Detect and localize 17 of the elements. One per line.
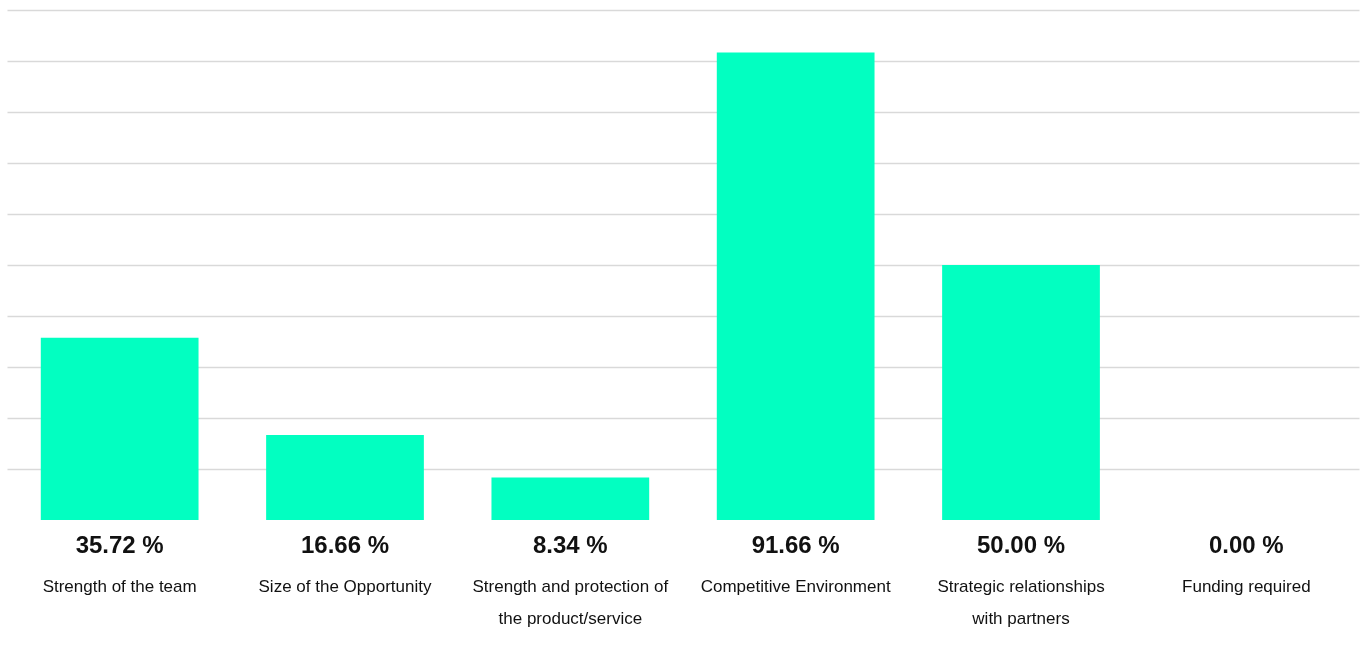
data-label: 35.72 % [75, 531, 164, 558]
data-label: 0.00 % [1208, 531, 1284, 558]
x-tick-label: Strength and protection of the product/service [472, 576, 669, 628]
data-label: 91.66 % [751, 531, 840, 558]
bar [716, 52, 875, 520]
data-label: 8.34 % [532, 531, 608, 558]
bar [40, 337, 199, 520]
data-label: 50.00 % [976, 531, 1066, 558]
x-tick-label: Strength of the team [42, 576, 197, 596]
x-tick-label: Competitive Environment [700, 576, 891, 596]
bar [266, 435, 424, 520]
bar [942, 265, 1100, 520]
x-tick-label: Size of the Opportunity [258, 576, 432, 596]
x-tick-label: Funding required [1182, 576, 1311, 596]
data-label: 16.66 % [300, 531, 390, 558]
x-tick-label: Strategic relationships with partners [937, 576, 1105, 628]
bar [491, 477, 650, 520]
